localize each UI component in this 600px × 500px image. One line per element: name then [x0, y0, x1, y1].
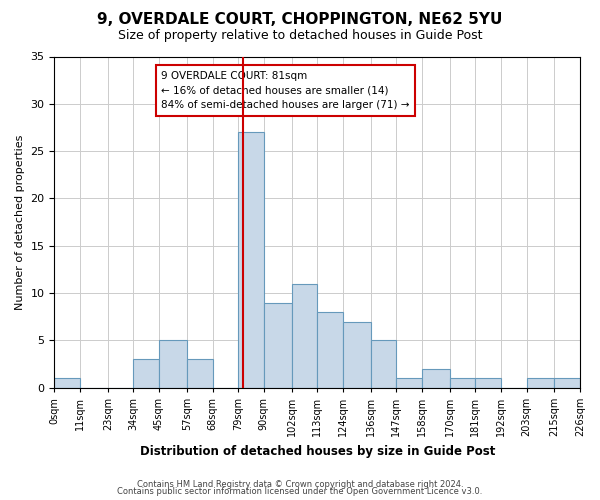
Bar	[527, 378, 554, 388]
Bar	[238, 132, 264, 388]
X-axis label: Distribution of detached houses by size in Guide Post: Distribution of detached houses by size …	[140, 444, 495, 458]
Bar	[292, 284, 317, 388]
Bar	[317, 312, 343, 388]
Text: 9 OVERDALE COURT: 81sqm
← 16% of detached houses are smaller (14)
84% of semi-de: 9 OVERDALE COURT: 81sqm ← 16% of detache…	[161, 70, 410, 110]
Text: Contains HM Land Registry data © Crown copyright and database right 2024.: Contains HM Land Registry data © Crown c…	[137, 480, 463, 489]
Text: 9, OVERDALE COURT, CHOPPINGTON, NE62 5YU: 9, OVERDALE COURT, CHOPPINGTON, NE62 5YU	[97, 12, 503, 28]
Bar	[371, 340, 396, 388]
Bar	[554, 378, 580, 388]
Text: Contains public sector information licensed under the Open Government Licence v3: Contains public sector information licen…	[118, 487, 482, 496]
Text: Size of property relative to detached houses in Guide Post: Size of property relative to detached ho…	[118, 29, 482, 42]
Bar	[450, 378, 475, 388]
Y-axis label: Number of detached properties: Number of detached properties	[15, 134, 25, 310]
Bar	[422, 369, 450, 388]
Bar	[264, 302, 292, 388]
Bar	[475, 378, 501, 388]
Bar	[396, 378, 422, 388]
Bar	[187, 360, 212, 388]
Bar	[55, 378, 80, 388]
Bar	[133, 360, 159, 388]
Bar	[159, 340, 187, 388]
Bar	[343, 322, 371, 388]
